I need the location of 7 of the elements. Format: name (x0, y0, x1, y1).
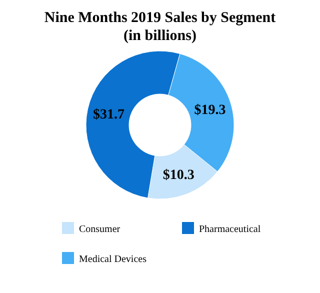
data-label: $10.3 (162, 168, 194, 184)
chart-title: Nine Months 2019 Sales by Segment (in billions) (44, 10, 276, 44)
data-label: $31.7 (93, 108, 125, 123)
legend-label: Medical Devices (79, 254, 147, 265)
legend-label: Pharmaceutical (199, 224, 261, 235)
legend-label: Consumer (79, 224, 121, 235)
data-label: $19.3 (194, 103, 226, 118)
